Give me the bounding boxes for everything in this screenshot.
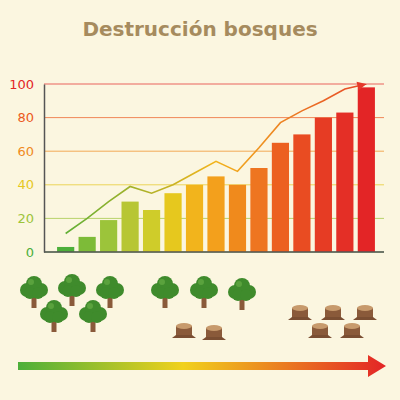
y-tick-label: 100	[9, 77, 34, 92]
arrowhead	[357, 82, 367, 91]
stump-root	[321, 317, 345, 320]
tree-highlight	[28, 279, 34, 285]
tree	[40, 300, 68, 332]
y-tick: 100	[9, 77, 44, 92]
tree-crown	[91, 311, 103, 323]
stump-top	[176, 323, 192, 329]
progress-arrow	[18, 355, 386, 377]
y-tick-label: 40	[17, 177, 34, 192]
stump	[353, 305, 377, 320]
grid	[44, 84, 384, 252]
stump-top	[325, 305, 341, 311]
grid-line	[44, 84, 384, 85]
y-axis: 0 20 40 60 80 100	[9, 77, 44, 260]
tree-highlight	[48, 303, 54, 309]
background	[0, 0, 400, 400]
y-tick-label: 60	[17, 144, 34, 159]
tree	[79, 300, 107, 332]
tree	[58, 274, 86, 306]
y-tick: 60	[17, 144, 44, 159]
stump	[202, 325, 226, 340]
y-tick-label: 20	[17, 211, 34, 226]
y-tick: 80	[17, 110, 44, 125]
tree	[96, 276, 124, 308]
stump-root	[353, 317, 377, 320]
marks	[57, 84, 375, 252]
stump-top	[357, 305, 373, 311]
bar	[122, 202, 139, 252]
illustration	[20, 274, 377, 340]
stump-root	[308, 335, 332, 338]
stump	[308, 323, 332, 338]
tree-highlight	[66, 277, 72, 283]
stump	[288, 305, 312, 320]
bar	[315, 118, 332, 252]
stump-root	[340, 335, 364, 338]
bar	[229, 185, 246, 252]
tree-highlight	[159, 279, 165, 285]
tree-highlight	[104, 279, 110, 285]
stump-top	[292, 305, 308, 311]
tree	[228, 278, 256, 310]
trend-line	[66, 84, 367, 234]
tree-crown	[32, 287, 44, 299]
stump-top	[312, 323, 328, 329]
y-tick: 20	[17, 211, 44, 226]
tree-crown	[70, 285, 82, 297]
stump	[321, 305, 345, 320]
y-tick-label: 0	[26, 245, 34, 260]
bar	[336, 113, 353, 252]
tree-crown	[202, 287, 214, 299]
stump	[172, 323, 196, 338]
bar	[186, 185, 203, 252]
tree-highlight	[198, 279, 204, 285]
tree-highlight	[236, 281, 242, 287]
bar	[293, 134, 310, 252]
stump-top	[206, 325, 222, 331]
tree-crown	[52, 311, 64, 323]
y-tick-label: 80	[17, 110, 34, 125]
stump	[340, 323, 364, 338]
grid-line	[44, 151, 384, 152]
x-axis	[44, 252, 384, 253]
x-axis-line	[44, 251, 384, 253]
stump-root	[288, 317, 312, 320]
tree-highlight	[87, 303, 93, 309]
bar	[250, 168, 267, 252]
tree-crown	[163, 287, 175, 299]
grid-line	[44, 117, 384, 118]
stump-root	[202, 337, 226, 340]
y-tick: 40	[17, 177, 44, 192]
y-axis-line	[44, 85, 46, 253]
chart: Destrucción bosques 0 20 40 60 80 100	[0, 0, 400, 400]
stump-top	[344, 323, 360, 329]
grid-line	[44, 252, 384, 253]
bar	[272, 143, 289, 252]
stump-root	[172, 335, 196, 338]
bar	[100, 220, 117, 252]
bar	[57, 247, 74, 252]
tree	[190, 276, 218, 308]
bar	[358, 87, 375, 252]
tree	[20, 276, 48, 308]
tree	[151, 276, 179, 308]
bar	[79, 237, 96, 252]
title: Destrucción bosques	[82, 17, 317, 41]
tree-crown	[108, 287, 120, 299]
bar	[164, 193, 181, 252]
tree-crown	[240, 289, 252, 301]
bar	[143, 210, 160, 252]
y-tick: 0	[26, 245, 44, 260]
bar	[207, 176, 224, 252]
